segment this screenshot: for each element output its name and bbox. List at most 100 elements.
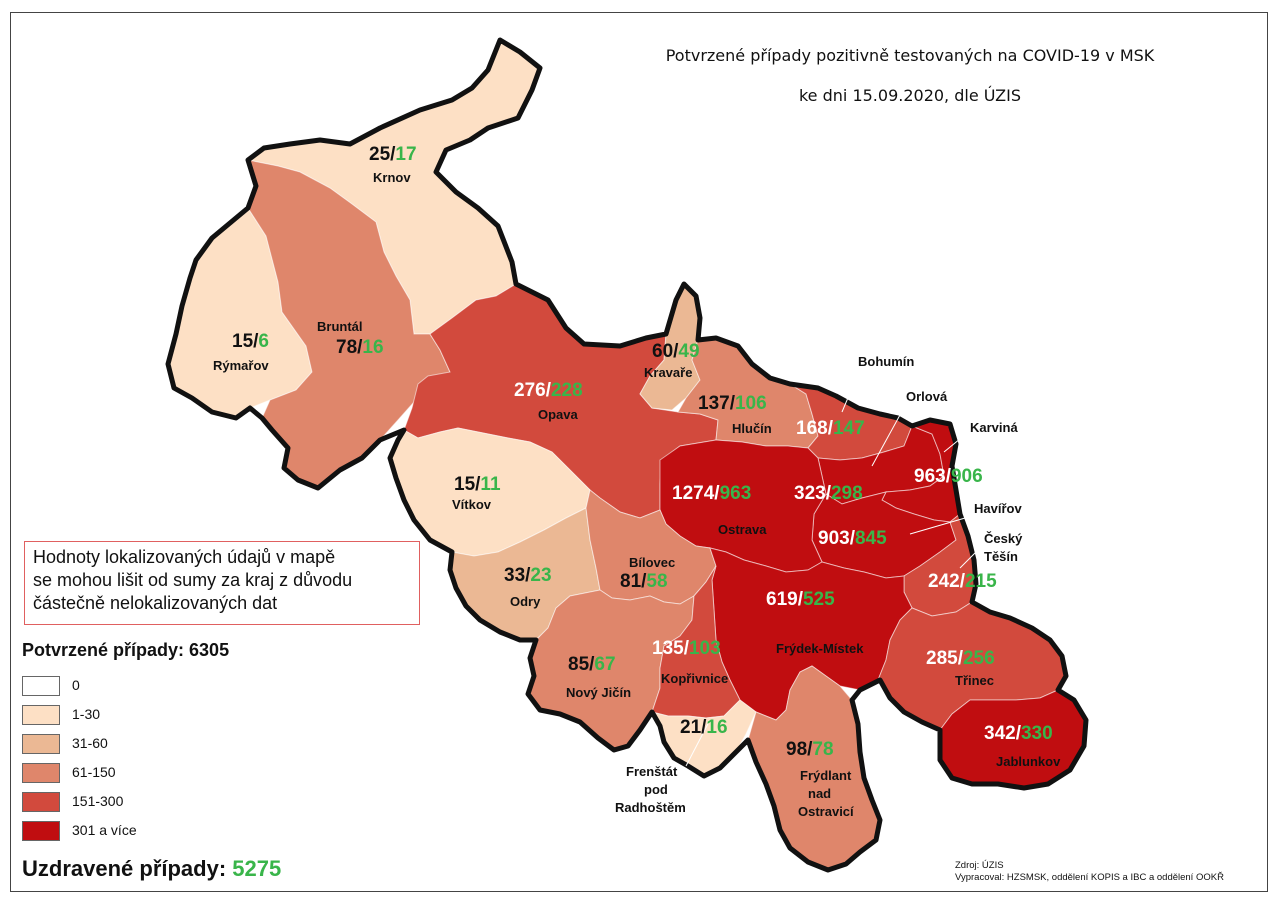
count-separator: / [390,144,396,165]
confirmed-count: 135 [652,638,684,659]
count-separator: / [714,483,720,504]
recovered-count: 103 [689,638,721,659]
confirmed-count: 98 [786,739,807,760]
legend-label: 61-150 [72,764,116,780]
district-name-koprivnice: Kopřivnice [661,671,728,686]
leader-frenstat [685,719,711,767]
count-label-vitkov: 15/11 [454,474,501,495]
recovered-count: 215 [965,571,997,592]
count-label-frenstat: 21/16 [680,717,728,738]
count-label-odry: 33/23 [504,565,552,586]
confirmed-count: 242 [928,571,960,592]
confirmed-count: 323 [794,483,826,504]
recovered-count: 11 [480,474,501,495]
confirmed-count: 21 [680,717,702,738]
confirmed-count: 25 [369,144,391,165]
recovered-count: 23 [530,565,551,586]
recovered-count: 298 [831,483,863,504]
count-label-hlucin: 137/106 [698,393,767,414]
legend-label: 31-60 [72,735,108,751]
legend-swatch [22,792,60,812]
count-label-rymarov: 15/6 [232,331,269,352]
district-name-vitkov: Vítkov [452,497,492,512]
map-title: Potvrzené případy pozitivně testovaných … [665,46,1155,65]
map-subtitle: ke dni 15.09.2020, dle ÚZIS [798,86,1022,105]
district-name-kravare: Kravaře [644,365,692,380]
legend-swatch [22,763,60,783]
recovered-count: 525 [803,589,835,610]
count-label-frydlant: 98/78 [786,739,834,760]
confirmed-count: 33 [504,565,525,586]
district-name-frydlant-1: Frýdlant [800,768,852,783]
recovered-count: 67 [594,654,615,675]
count-label-frydek-mistek: 619/525 [766,589,835,610]
district-name-novy-jicin: Nový Jičín [566,685,631,700]
recovered-total: Uzdravené případy: 5275 [22,856,281,882]
confirmed-count: 285 [926,648,958,669]
legend-label: 0 [72,677,80,693]
count-separator: / [960,571,966,592]
legend-title: Potvrzené případy: 6305 [22,640,230,660]
district-name-bilovec: Bílovec [629,555,675,570]
district-name-frydlant-3: Ostravicí [798,804,854,819]
count-separator: / [253,331,259,352]
leader-cesky-tesin [959,547,981,569]
confirmed-count: 15 [232,331,254,352]
count-label-karvina: 963/906 [914,466,983,487]
confirmed-count: 963 [914,466,946,487]
count-label-bilovec: 81/58 [620,571,668,592]
legend-label: 301 a více [72,822,137,838]
district-name-frydek-mistek: Frýdek-Místek [776,641,864,656]
leader-karvina [943,433,967,453]
legend-swatch [22,676,60,696]
district-name-frenstat-1: Frenštát [626,764,678,779]
recovered-count: 330 [1021,723,1053,744]
confirmed-count: 15 [454,474,476,495]
region-boundary [165,37,1089,873]
recovered-count: 17 [395,144,416,165]
district-name-ostrava: Ostrava [718,522,767,537]
count-separator: / [673,341,679,362]
district-name-trinec: Třinec [955,673,994,688]
recovered-count: 963 [720,483,752,504]
count-label-koprivnice: 135/103 [652,638,721,659]
district-name-jablunkov: Jablunkov [996,754,1061,769]
district-name-krnov: Krnov [373,170,411,185]
count-separator: / [684,638,690,659]
recovered-count: 49 [678,341,699,362]
confirmed-count: 276 [514,380,546,401]
count-separator: / [826,483,832,504]
credits: Zdroj: ÚZIS Vypracoval: HZSMSK, oddělení… [955,860,1224,884]
district-name-cesky-tesin-2: Těšín [984,549,1018,564]
disclaimer-note: Hodnoty lokalizovaných údajů v mapě se m… [24,541,420,625]
count-separator: / [1016,723,1022,744]
confirmed-count: 85 [568,654,590,675]
district-name-frydlant-2: nad [808,786,831,801]
district-name-karvina: Karviná [970,420,1018,435]
map-frame [10,12,1268,892]
confirmed-count: 903 [818,528,850,549]
count-separator: / [546,380,552,401]
recovered-count: 147 [833,418,865,439]
disclaimer-line-2: se mohou lišit od sumy za kraj z důvodu [33,570,353,590]
recovered-count: 78 [812,739,833,760]
count-label-orlova: 323/298 [794,483,863,504]
count-separator: / [828,418,834,439]
count-label-bohumin: 168/147 [796,418,865,439]
district-name-odry: Odry [510,594,541,609]
count-separator: / [475,474,481,495]
legend-swatch [22,821,60,841]
count-separator: / [958,648,964,669]
recovered-count: 256 [963,648,995,669]
count-separator: / [798,589,804,610]
recovered-count: 16 [706,717,727,738]
confirmed-count: 60 [652,341,673,362]
recovered-count: 106 [735,393,767,414]
count-label-jablunkov: 342/330 [984,723,1053,744]
count-separator: / [357,337,363,358]
count-label-novy-jicin: 85/67 [568,654,616,675]
leader-bohumin [841,373,859,413]
district-name-cesky-tesin-1: Český [984,531,1023,546]
count-separator: / [589,654,595,675]
